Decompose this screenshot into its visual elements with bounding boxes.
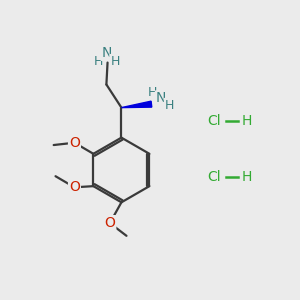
Text: H: H	[148, 85, 157, 99]
Text: Cl: Cl	[207, 170, 220, 184]
Text: O: O	[104, 216, 115, 230]
Text: N: N	[101, 46, 112, 60]
Text: N: N	[156, 92, 166, 105]
Text: O: O	[69, 180, 80, 194]
Text: H: H	[165, 99, 174, 112]
Text: H: H	[242, 115, 252, 128]
Text: H: H	[242, 170, 252, 184]
Text: H: H	[110, 55, 120, 68]
Text: Cl: Cl	[207, 115, 220, 128]
Polygon shape	[122, 101, 152, 108]
Text: O: O	[69, 136, 80, 150]
Text: H: H	[94, 55, 104, 68]
